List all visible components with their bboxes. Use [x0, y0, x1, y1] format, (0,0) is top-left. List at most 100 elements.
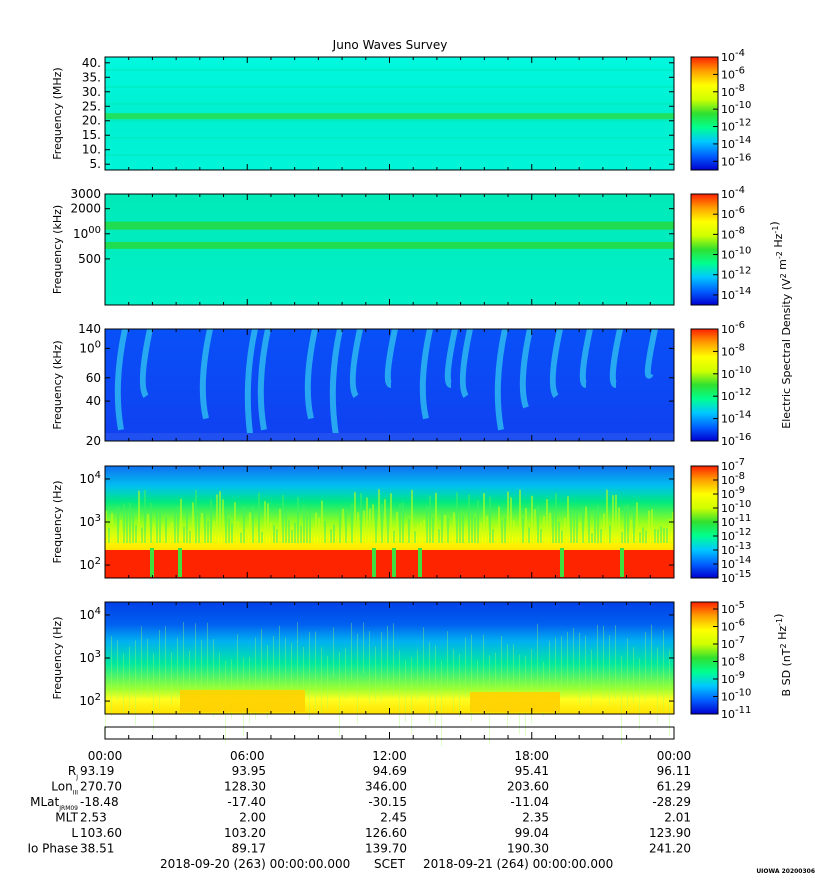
- spectral-streak: [459, 514, 461, 543]
- spectral-streak: [492, 529, 494, 543]
- spectral-streak: [165, 626, 166, 695]
- y-axis-label: Frequency (Hz): [51, 617, 64, 700]
- spectral-streak: [249, 512, 251, 543]
- spectral-streak: [186, 512, 188, 543]
- colorbar-tick-label: 10-14: [721, 410, 751, 426]
- spectral-streak: [189, 530, 191, 543]
- spectral-streak: [603, 625, 604, 700]
- y-axis-label: Frequency (kHz): [51, 340, 64, 429]
- colorbar-tick-label: 10-15: [721, 569, 751, 585]
- spectral-streak: [606, 489, 608, 543]
- ephemeris-row-label: RJ: [68, 764, 78, 781]
- spectral-streak: [255, 637, 256, 719]
- wave-emission: [579, 328, 593, 388]
- spectral-streak: [471, 634, 472, 722]
- spectral-streak: [105, 154, 674, 156]
- spectral-streak: [657, 529, 659, 543]
- ephemeris-value: -30.15: [368, 795, 407, 809]
- colorbar-tick-label: 10-9: [721, 670, 745, 686]
- y-tick-label: 60: [86, 371, 101, 385]
- wave-emission: [519, 328, 533, 409]
- spectral-streak: [552, 513, 554, 543]
- colorbar-4: 10-710-810-910-1010-1110-1210-1310-1410-…: [690, 457, 751, 585]
- footer-start-time: 2018-09-20 (263) 00:00:00.000: [160, 857, 350, 871]
- spectral-streak: [429, 495, 431, 543]
- spectral-streak: [453, 648, 454, 711]
- spectral-streak: [273, 635, 274, 712]
- spectral-streak: [645, 530, 647, 543]
- spectral-streak: [642, 527, 644, 543]
- spectral-streak: [594, 512, 596, 543]
- spectral-streak: [183, 622, 184, 691]
- spectral-streak: [384, 499, 386, 543]
- colorbar-2: 10-4 10-6 10-8 10-10 10-12 10-14: [690, 185, 751, 306]
- colorbar-scale: [691, 57, 718, 170]
- spectral-streak: [471, 508, 473, 543]
- spectral-streak: [498, 506, 500, 543]
- spectral-streak: [615, 494, 617, 543]
- time-tick-label: 12:00: [372, 749, 407, 763]
- wave-emission: [257, 328, 271, 431]
- spectral-streak: [252, 506, 254, 543]
- spectral-streak: [531, 649, 532, 724]
- ephemeris-row-label: Io Phase: [27, 842, 78, 856]
- spectral-streak: [405, 659, 406, 723]
- spectral-streak: [543, 661, 544, 717]
- footer-end-time: 2018-09-21 (264) 00:00:00.000: [423, 857, 613, 871]
- ephemeris-value: 95.41: [515, 764, 549, 778]
- spectral-streak: [435, 492, 437, 543]
- spectral-streak: [201, 639, 202, 712]
- colorbar-tick-label: 10-6: [721, 205, 745, 221]
- spectral-streak: [315, 631, 316, 711]
- spectral-streak: [243, 506, 245, 543]
- spectral-streak: [483, 493, 485, 543]
- colorbar-tick-label: 10-8: [721, 342, 745, 358]
- spectral-streak: [297, 622, 298, 712]
- spectral-streak: [237, 520, 239, 543]
- spectral-streak: [282, 495, 284, 543]
- spectral-streak: [291, 642, 292, 703]
- spectral-streak: [579, 522, 581, 543]
- wave-emission: [459, 328, 473, 398]
- spectral-streak: [105, 137, 674, 139]
- spectral-streak: [402, 502, 404, 543]
- spectral-streak: [111, 513, 113, 543]
- spectrogram-panel-5: 104 103 102 Frequency (Hz): [51, 601, 675, 747]
- spectral-streak: [620, 548, 624, 577]
- ephemeris-value: 203.60: [507, 780, 549, 794]
- emission-band: [470, 692, 560, 712]
- spectral-streak: [560, 548, 564, 577]
- wave-emission: [609, 328, 623, 388]
- time-axis-ticks: 00:00 06:00 12:00 18:00 00:00: [88, 732, 691, 763]
- spectral-streak: [171, 652, 172, 705]
- spectral-streak: [237, 634, 238, 700]
- spectral-streak: [351, 503, 353, 543]
- spectral-streak: [363, 510, 365, 543]
- spectral-streak: [591, 532, 593, 543]
- y-tick-label: 40: [86, 394, 101, 408]
- colorbar-tick-label: 10-16: [721, 152, 751, 168]
- spectral-streak: [345, 509, 347, 543]
- spectral-streak: [462, 515, 464, 543]
- footer-scet-label: SCET: [374, 857, 406, 871]
- colorbar-tick-label: 10-12: [721, 118, 751, 134]
- spectral-streak: [330, 529, 332, 543]
- magnetic-colorbar-label: B SD (nT2 Hz-1): [772, 614, 793, 697]
- ephemeris-value: 241.20: [649, 842, 691, 856]
- spectral-streak: [513, 520, 515, 543]
- spectral-streak: [507, 491, 509, 543]
- spectral-streak: [150, 502, 152, 543]
- footer-stamp: UIOWA 20200306: [756, 868, 815, 875]
- spectral-streak: [558, 521, 560, 543]
- spectral-streak: [105, 510, 107, 543]
- spectral-streak: [537, 623, 538, 706]
- ephemeris-value: 2.00: [239, 811, 266, 825]
- spectral-streak: [195, 623, 196, 694]
- colorbar-tick-label: 10-16: [721, 432, 751, 448]
- spectral-streak: [120, 520, 122, 543]
- spectral-streak: [468, 494, 470, 543]
- spectral-streak: [360, 493, 362, 543]
- colorbar-frame: [690, 601, 719, 715]
- spectral-streak: [660, 526, 662, 543]
